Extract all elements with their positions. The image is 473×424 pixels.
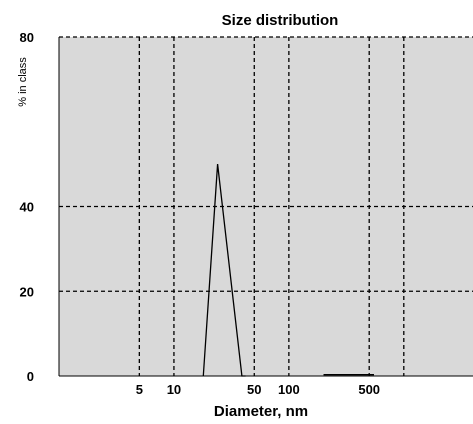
y-tick-labels: 0 20 40 80: [20, 30, 34, 384]
x-tick-label: 5: [136, 382, 143, 397]
x-tick-label: 100: [278, 382, 300, 397]
y-tick-label: 0: [27, 369, 34, 384]
chart-title: Size distribution: [222, 12, 339, 29]
gridlines: [59, 36, 473, 376]
x-tick-labels: 5 10 50 100 500: [136, 382, 380, 397]
x-tick-label: 10: [167, 382, 181, 397]
y-tick-label: 80: [20, 30, 34, 45]
x-tick-label: 50: [247, 382, 261, 397]
x-axis-label: Diameter, nm: [214, 403, 308, 420]
y-tick-label: 20: [20, 284, 34, 299]
x-tick-label: 500: [358, 382, 380, 397]
y-tick-label: 40: [20, 200, 34, 215]
y-axis-label: % in class: [17, 57, 29, 107]
